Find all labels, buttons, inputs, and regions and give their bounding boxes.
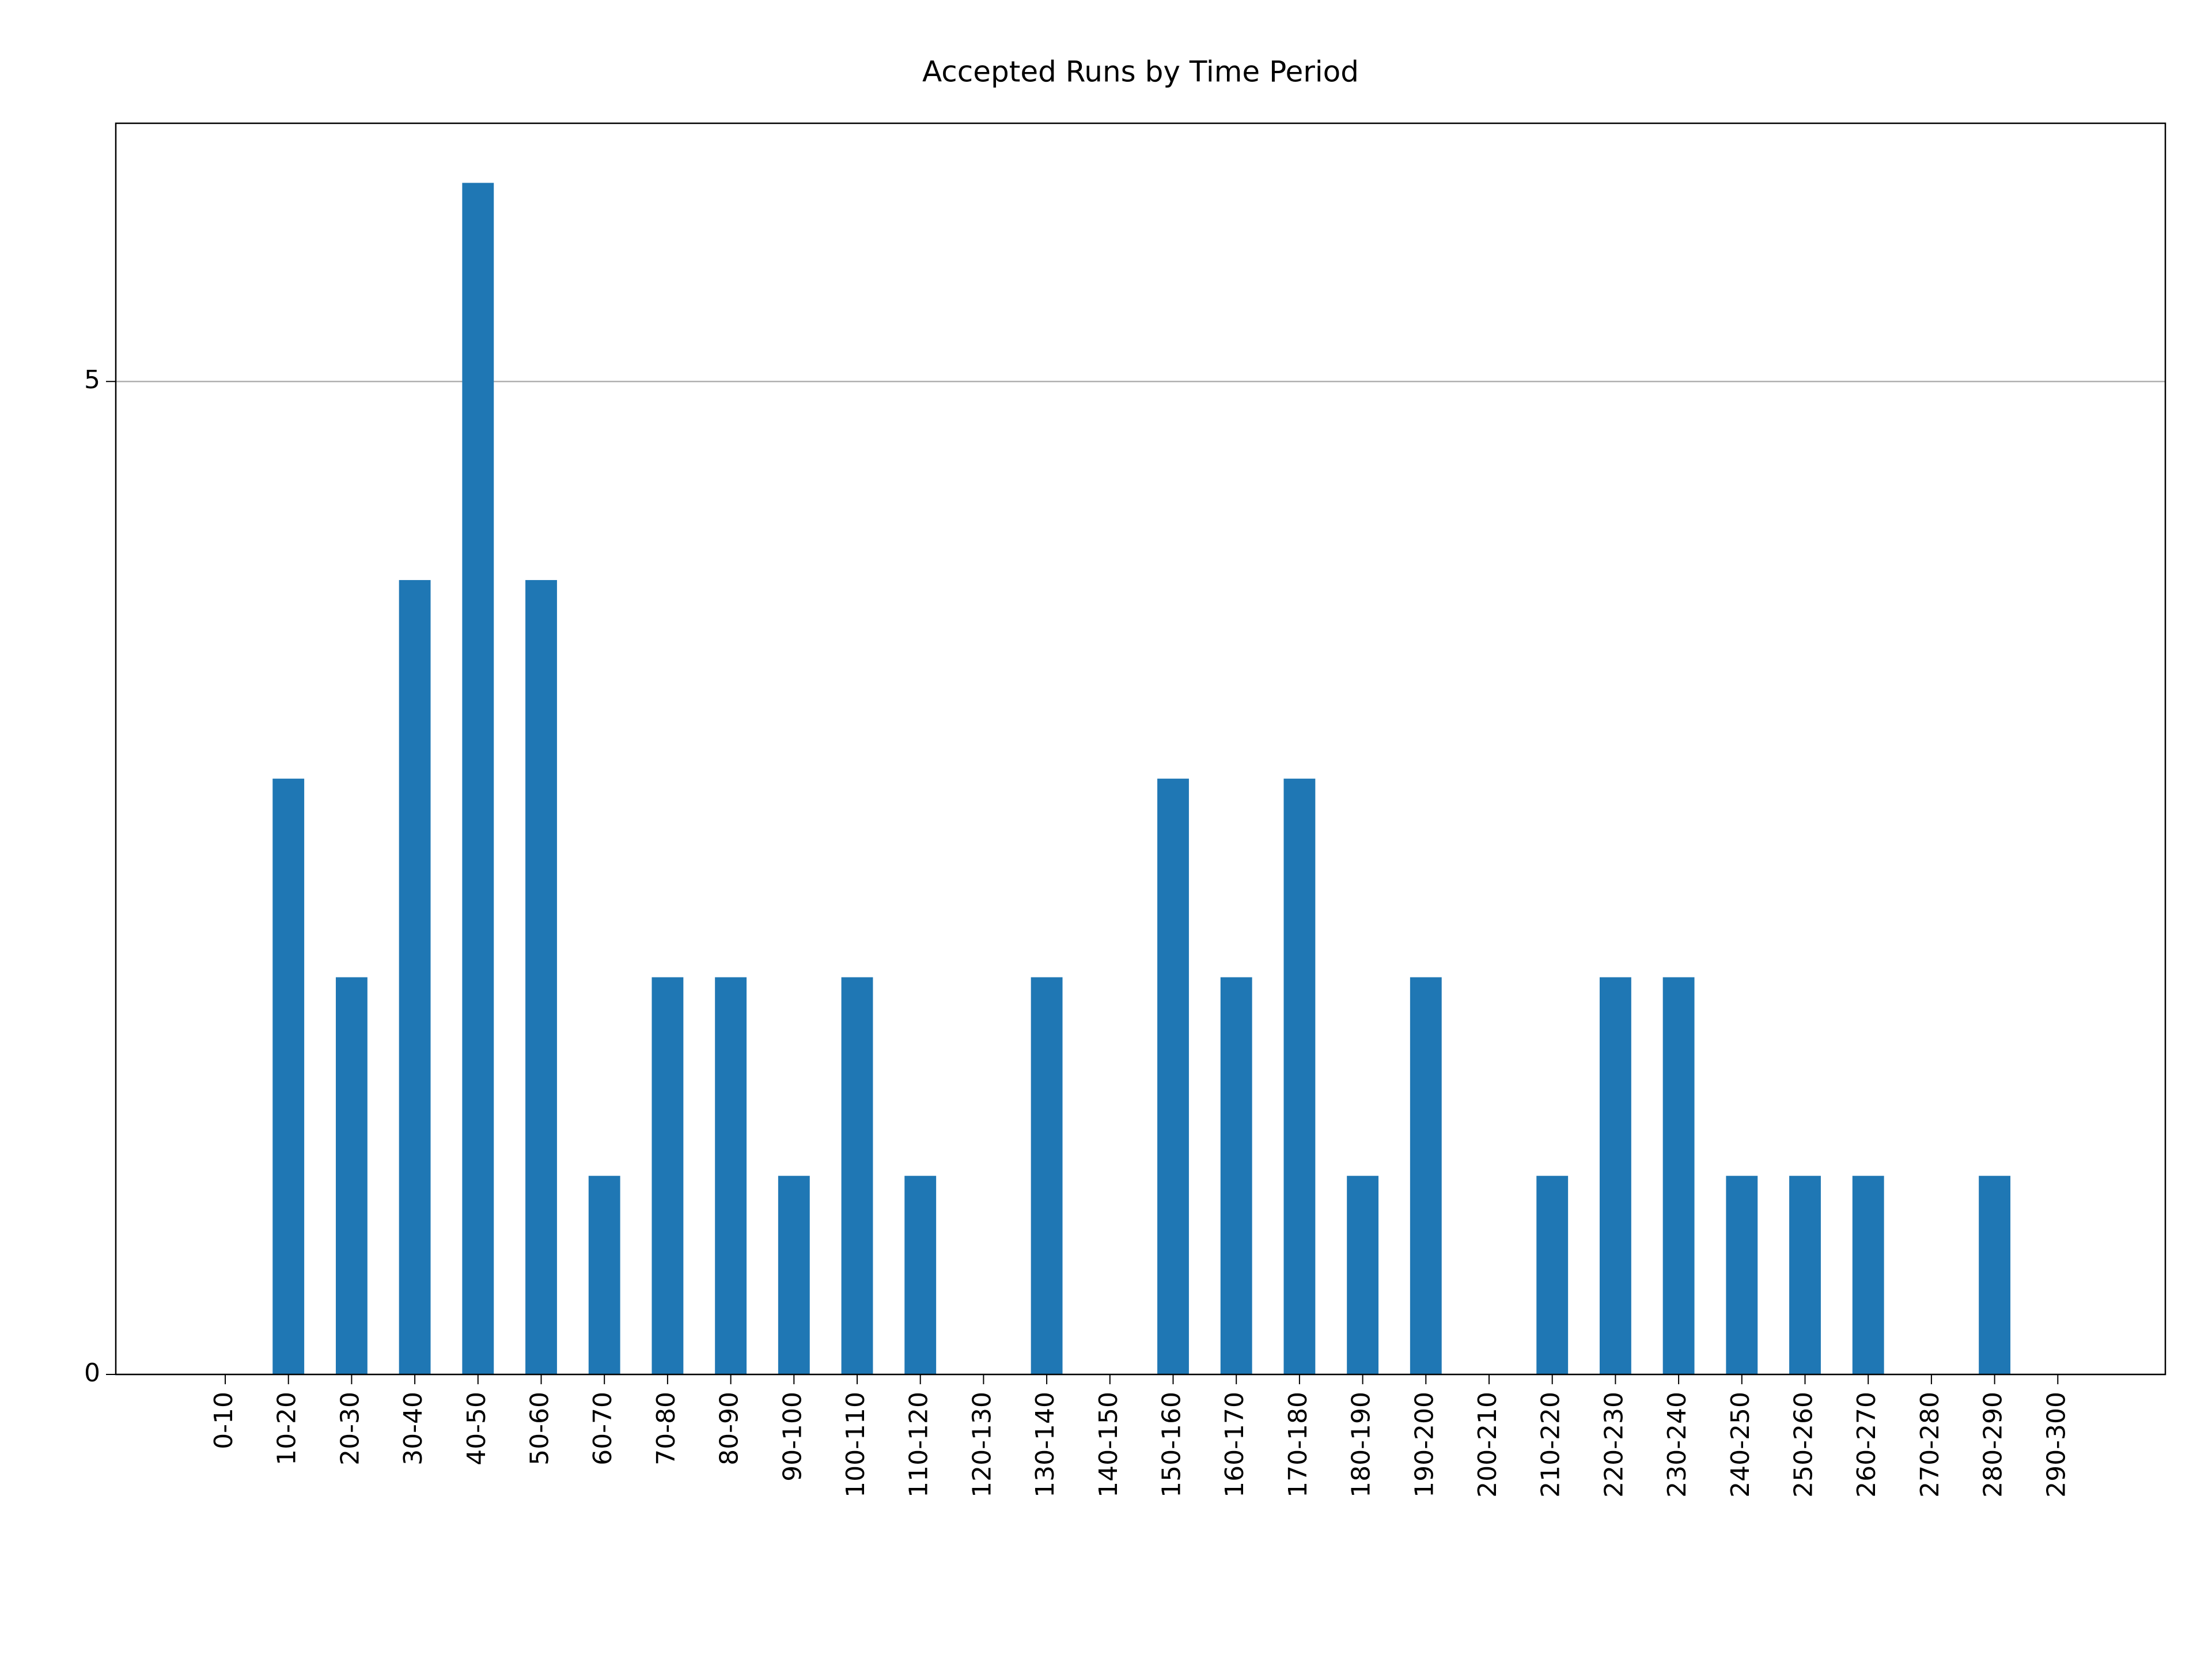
x-tick-label: 230-240: [1662, 1392, 1692, 1498]
bar: [1220, 977, 1252, 1374]
bar: [1031, 977, 1063, 1374]
x-tick-label: 50-60: [525, 1392, 555, 1465]
bar: [335, 977, 368, 1374]
bar: [1347, 1176, 1379, 1374]
bar: [652, 977, 684, 1374]
x-tick-label: 140-150: [1094, 1392, 1123, 1498]
bar: [1410, 977, 1442, 1374]
x-tick-label: 200-210: [1473, 1392, 1502, 1498]
bar: [1536, 1176, 1569, 1374]
x-tick-label: 210-220: [1536, 1392, 1566, 1498]
bar: [399, 579, 431, 1374]
x-tick-label: 30-40: [399, 1392, 428, 1465]
x-tick-label: 160-170: [1220, 1392, 1249, 1498]
x-tick-label: 0-10: [209, 1392, 238, 1449]
x-tick-label: 260-270: [1852, 1392, 1881, 1498]
y-tick-label: 0: [84, 1358, 100, 1388]
x-tick-label: 170-180: [1283, 1392, 1313, 1498]
bar: [1662, 977, 1695, 1374]
x-tick-label: 120-130: [967, 1392, 997, 1498]
x-tick-label: 90-100: [778, 1392, 807, 1482]
x-tick-label: 40-50: [462, 1392, 491, 1465]
bar: [1726, 1176, 1758, 1374]
bar: [1789, 1176, 1821, 1374]
y-tick-label: 5: [84, 365, 100, 395]
x-tick-label: 270-280: [1915, 1392, 1945, 1498]
bar: [778, 1176, 810, 1374]
x-tick-label: 220-230: [1599, 1392, 1628, 1498]
x-tick-label: 150-160: [1157, 1392, 1187, 1498]
bar: [462, 183, 494, 1375]
bar: [588, 1176, 620, 1374]
x-tick-label: 60-70: [588, 1392, 618, 1465]
x-tick-label: 20-30: [335, 1392, 365, 1465]
bar: [525, 579, 557, 1374]
x-tick-label: 290-300: [2041, 1392, 2071, 1498]
x-tick-label: 10-20: [272, 1392, 302, 1465]
bar: [841, 977, 873, 1374]
chart-title: Accepted Runs by Time Period: [922, 55, 1359, 89]
bar: [1979, 1176, 2011, 1374]
bar: [715, 977, 747, 1374]
bar: [904, 1176, 937, 1374]
bar: [1283, 778, 1316, 1374]
x-tick-label: 180-190: [1347, 1392, 1376, 1498]
bar: [1599, 977, 1631, 1374]
x-tick-label: 240-250: [1726, 1392, 1755, 1498]
x-tick-label: 100-110: [841, 1392, 870, 1498]
x-tick-label: 250-260: [1789, 1392, 1819, 1498]
x-tick-label: 110-120: [904, 1392, 934, 1498]
plot-frame: [115, 122, 2166, 1376]
x-tick-label: 130-140: [1031, 1392, 1060, 1498]
bar: [1157, 778, 1189, 1374]
x-tick-label: 190-200: [1410, 1392, 1439, 1498]
x-tick-label: 280-290: [1979, 1392, 2008, 1498]
bar: [1852, 1176, 1884, 1374]
bar: [272, 778, 305, 1374]
x-tick-label: 70-80: [652, 1392, 681, 1465]
x-tick-label: 80-90: [715, 1392, 744, 1465]
